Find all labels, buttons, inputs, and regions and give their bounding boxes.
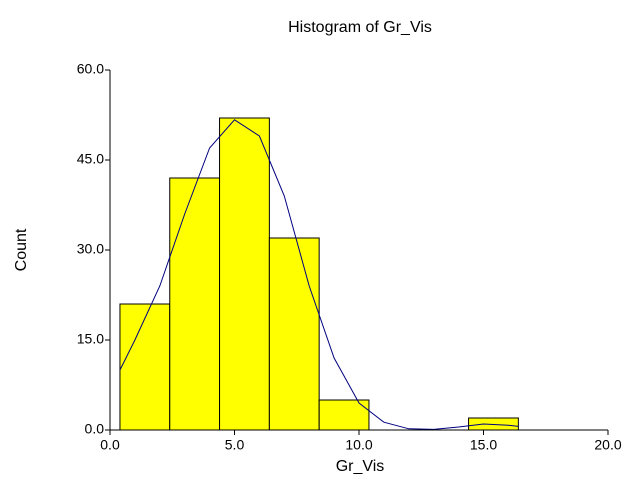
x-tick-label: 10.0 <box>345 437 372 453</box>
y-tick-label: 60.0 <box>77 61 104 77</box>
bar <box>119 303 171 431</box>
y-axis-label: Count <box>13 228 30 271</box>
x-tick-label: 15.0 <box>470 437 497 453</box>
x-tick-label: 20.0 <box>594 437 621 453</box>
x-tick-label: 0.0 <box>100 437 120 453</box>
bar <box>219 117 270 431</box>
bar <box>318 399 370 431</box>
x-tick-label: 5.0 <box>225 437 245 453</box>
y-tick-label: 0.0 <box>85 421 105 437</box>
bar <box>268 237 320 431</box>
y-tick-label: 30.0 <box>77 241 104 257</box>
bar <box>169 177 221 431</box>
y-tick-label: 15.0 <box>77 331 104 347</box>
x-axis-label: Gr_Vis <box>336 458 385 475</box>
density-curve <box>119 119 519 430</box>
chart-title: Histogram of Gr_Vis <box>288 19 432 36</box>
y-tick-label: 45.0 <box>77 151 104 167</box>
